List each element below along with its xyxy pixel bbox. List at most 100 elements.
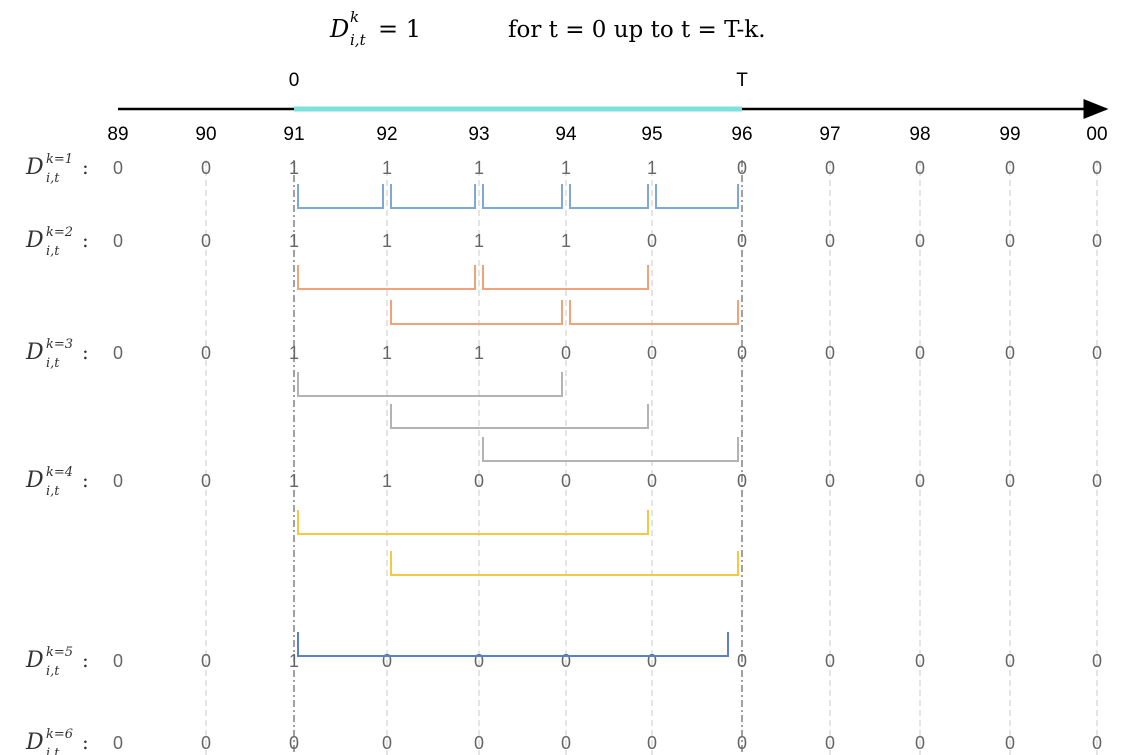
- year-labels: 89 90 91 92 93 94 95 96 97 98 99 00: [107, 124, 1107, 145]
- cell-value: 0: [1092, 158, 1102, 178]
- cell-value: 0: [825, 651, 835, 671]
- year-label: 96: [731, 124, 752, 145]
- year-label: 94: [555, 124, 577, 145]
- cell-value: 0: [1005, 231, 1015, 251]
- cell-value: 1: [474, 343, 484, 363]
- window-bracket: [297, 184, 384, 209]
- svg-text::: :: [82, 730, 89, 754]
- formula-symbol: D: [329, 15, 349, 43]
- cell-value: 0: [825, 471, 835, 491]
- cell-value: 0: [737, 733, 747, 753]
- cell-value: 0: [1005, 733, 1015, 753]
- cell-value: 0: [825, 158, 835, 178]
- cell-value: 0: [737, 651, 747, 671]
- year-label: 92: [376, 124, 397, 145]
- svg-text:D: D: [25, 228, 44, 253]
- cell-value: 0: [737, 231, 747, 251]
- svg-text::: :: [82, 648, 89, 672]
- cell-value: 0: [474, 733, 484, 753]
- svg-text:D: D: [25, 340, 44, 365]
- cell-value: 1: [382, 471, 392, 491]
- year-label: 97: [819, 124, 840, 145]
- cell-value: 0: [561, 343, 571, 363]
- cell-value: 1: [561, 231, 571, 251]
- cell-value: 1: [289, 343, 299, 363]
- cell-value: 0: [474, 471, 484, 491]
- cell-value: 0: [1005, 343, 1015, 363]
- svg-text:i,t: i,t: [46, 746, 60, 755]
- window-bracket: [297, 632, 729, 657]
- cell-value: 0: [737, 471, 747, 491]
- cell-value: 1: [382, 158, 392, 178]
- cell-value: 0: [113, 651, 123, 671]
- cell-value: 1: [289, 231, 299, 251]
- svg-text:i,t: i,t: [46, 484, 60, 499]
- cell-value: 0: [561, 733, 571, 753]
- cell-value: 0: [915, 343, 925, 363]
- window-bracket: [569, 184, 649, 209]
- svg-text:i,t: i,t: [46, 356, 60, 371]
- year-label: 00: [1086, 124, 1107, 145]
- cell-value: 0: [647, 343, 657, 363]
- svg-text:k=3: k=3: [46, 337, 73, 352]
- cell-value: 0: [201, 231, 211, 251]
- cell-value: 1: [289, 471, 299, 491]
- svg-text:D: D: [25, 468, 44, 493]
- cell-value: 0: [647, 733, 657, 753]
- window-bracket: [655, 184, 739, 209]
- cell-value: 1: [382, 231, 392, 251]
- cell-value: 0: [737, 343, 747, 363]
- cell-value: 0: [113, 231, 123, 251]
- cell-value: 0: [1092, 471, 1102, 491]
- svg-text::: :: [82, 340, 89, 364]
- cell-value: 0: [915, 733, 925, 753]
- cell-value: 1: [382, 343, 392, 363]
- cell-value: 0: [737, 158, 747, 178]
- cell-value: 0: [289, 733, 299, 753]
- cell-value: 0: [915, 158, 925, 178]
- cell-value: 0: [825, 343, 835, 363]
- window-bracket: [390, 184, 476, 209]
- cell-value: 1: [289, 158, 299, 178]
- window-bracket: [482, 437, 739, 462]
- cell-value: 0: [561, 651, 571, 671]
- svg-text:k=4: k=4: [46, 465, 73, 480]
- cell-value: 0: [1092, 651, 1102, 671]
- formula-equals: = 1: [378, 15, 421, 43]
- cell-value: 0: [647, 471, 657, 491]
- svg-text:D: D: [25, 155, 44, 180]
- timeline-start-label: 0: [289, 70, 300, 91]
- cell-value: 0: [915, 231, 925, 251]
- year-label: 95: [641, 124, 662, 145]
- timeline-end-label: T: [736, 70, 748, 91]
- cell-value: 0: [1005, 651, 1015, 671]
- cell-value: 0: [113, 733, 123, 753]
- svg-text:k=2: k=2: [46, 225, 73, 240]
- cell-value: 1: [289, 651, 299, 671]
- cell-value: 0: [201, 343, 211, 363]
- cell-value: 0: [1005, 471, 1015, 491]
- cell-value: 1: [647, 158, 657, 178]
- formula-subscript: i,t: [350, 31, 367, 49]
- year-label: 91: [283, 124, 304, 145]
- cell-value: 0: [647, 231, 657, 251]
- year-label: 89: [107, 124, 128, 145]
- svg-text:i,t: i,t: [46, 664, 60, 679]
- cell-value: 0: [1092, 231, 1102, 251]
- svg-text::: :: [82, 228, 89, 252]
- svg-text::: :: [82, 468, 89, 492]
- cell-value: 0: [382, 651, 392, 671]
- cell-value: 0: [113, 471, 123, 491]
- svg-text:i,t: i,t: [46, 171, 60, 186]
- cell-value: 0: [474, 651, 484, 671]
- cell-value: 0: [647, 651, 657, 671]
- window-bracket: [482, 265, 649, 290]
- cell-value: 0: [825, 733, 835, 753]
- window-bracket: [482, 184, 563, 209]
- svg-text:k=5: k=5: [46, 645, 73, 660]
